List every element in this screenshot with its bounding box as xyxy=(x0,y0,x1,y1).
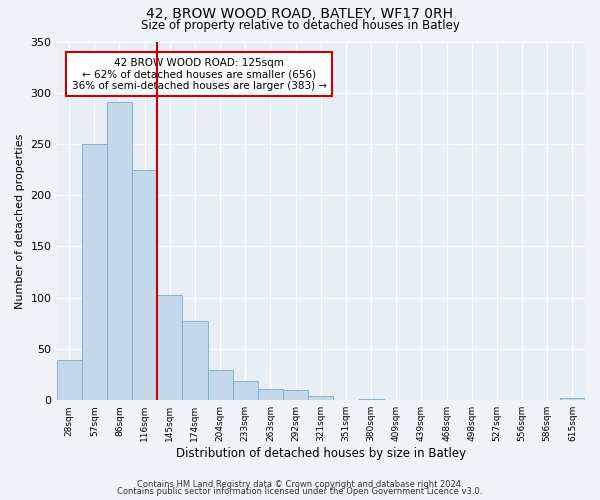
Bar xyxy=(82,144,107,400)
Text: Contains public sector information licensed under the Open Government Licence v3: Contains public sector information licen… xyxy=(118,487,482,496)
Bar xyxy=(258,389,283,400)
Bar xyxy=(157,294,182,400)
Bar xyxy=(182,322,208,400)
Bar xyxy=(107,102,132,400)
X-axis label: Distribution of detached houses by size in Batley: Distribution of detached houses by size … xyxy=(176,447,466,460)
Text: 42, BROW WOOD ROAD, BATLEY, WF17 0RH: 42, BROW WOOD ROAD, BATLEY, WF17 0RH xyxy=(146,8,454,22)
Bar xyxy=(560,398,585,400)
Text: 42 BROW WOOD ROAD: 125sqm
← 62% of detached houses are smaller (656)
36% of semi: 42 BROW WOOD ROAD: 125sqm ← 62% of detac… xyxy=(71,58,327,91)
Bar xyxy=(208,370,233,400)
Text: Size of property relative to detached houses in Batley: Size of property relative to detached ho… xyxy=(140,19,460,32)
Bar xyxy=(233,380,258,400)
Bar xyxy=(308,396,334,400)
Bar xyxy=(132,170,157,400)
Y-axis label: Number of detached properties: Number of detached properties xyxy=(15,133,25,308)
Bar xyxy=(56,360,82,400)
Bar xyxy=(283,390,308,400)
Bar xyxy=(359,399,383,400)
Text: Contains HM Land Registry data © Crown copyright and database right 2024.: Contains HM Land Registry data © Crown c… xyxy=(137,480,463,489)
